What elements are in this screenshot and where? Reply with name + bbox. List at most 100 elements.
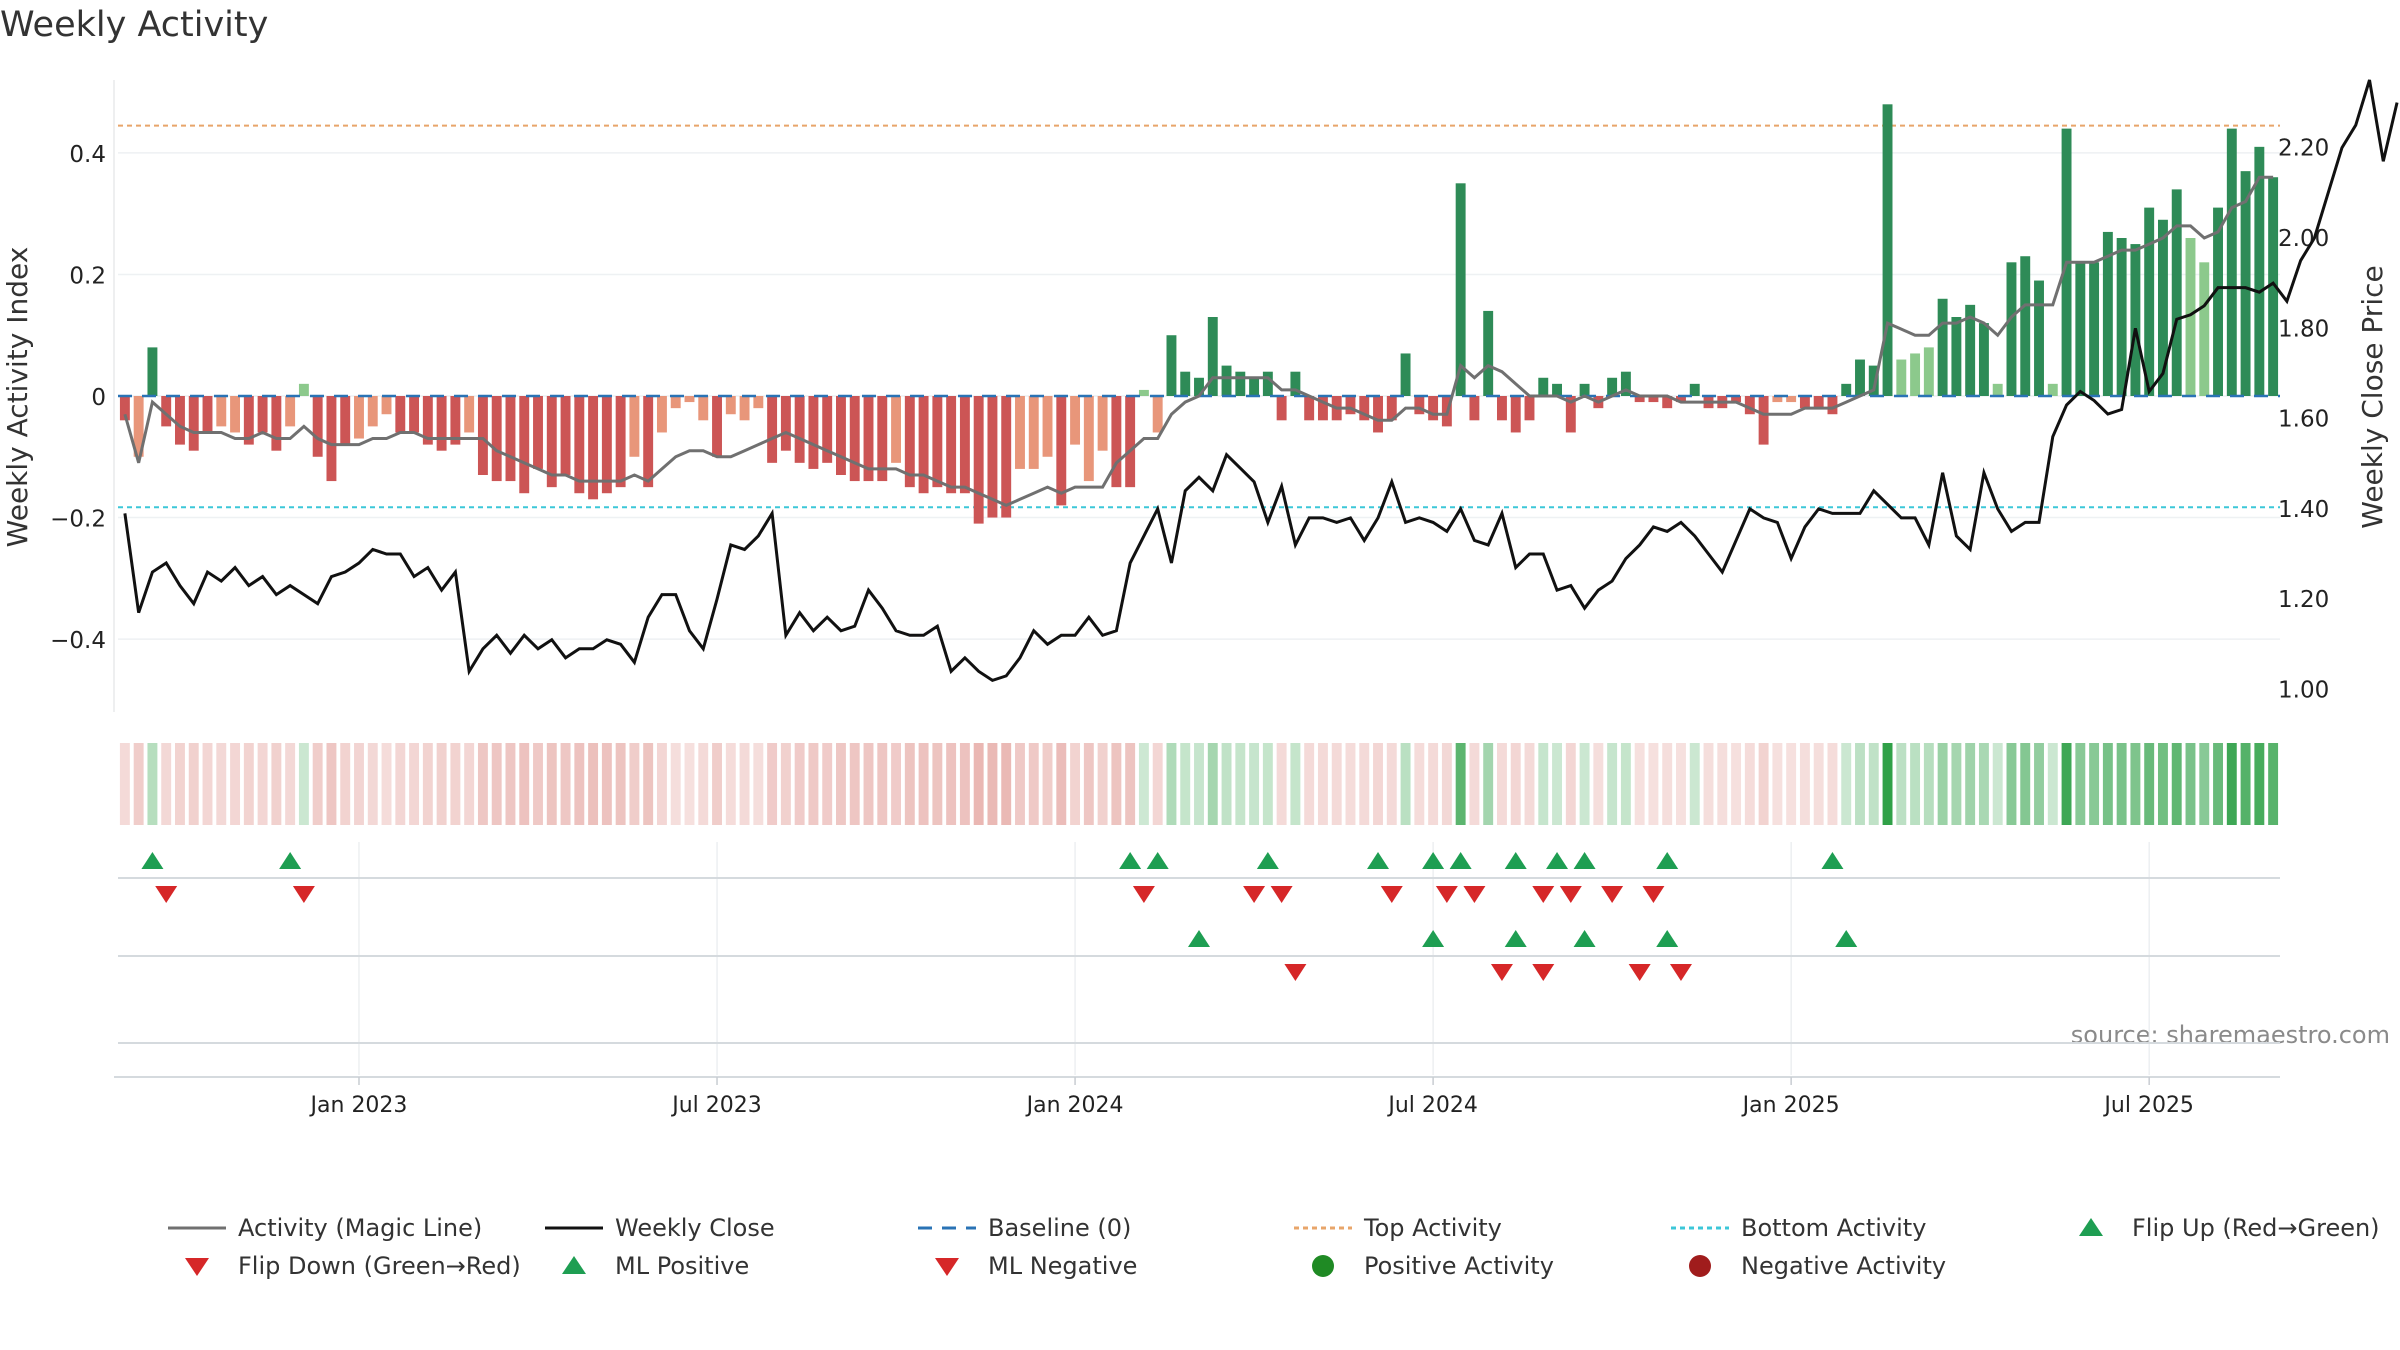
heat-cell bbox=[973, 743, 984, 825]
activity-bar bbox=[698, 396, 709, 421]
heat-cell bbox=[946, 743, 957, 825]
heat-cell bbox=[133, 743, 144, 825]
activity-bar bbox=[450, 396, 461, 445]
activity-bar bbox=[1758, 396, 1769, 445]
legend-item: ML Positive bbox=[562, 1252, 749, 1280]
activity-bar bbox=[1001, 396, 1012, 518]
legend-label: Bottom Activity bbox=[1741, 1214, 1926, 1242]
legend-swatch bbox=[1312, 1255, 1334, 1277]
ml-positive-marker bbox=[1504, 930, 1527, 947]
x-tick-label: Jul 2023 bbox=[670, 1093, 762, 1118]
activity-bar bbox=[1923, 347, 1934, 396]
activity-bar bbox=[1400, 353, 1411, 396]
activity-bar bbox=[1965, 304, 1976, 396]
heat-cell bbox=[381, 743, 392, 825]
heat-cell bbox=[1042, 743, 1053, 825]
heat-cell bbox=[1331, 743, 1342, 825]
heat-cell bbox=[188, 743, 199, 825]
heat-cell bbox=[1813, 743, 1824, 825]
heat-cell bbox=[712, 743, 722, 825]
heat-cell bbox=[2020, 743, 2031, 825]
legend-label: ML Positive bbox=[615, 1252, 749, 1280]
heat-cell bbox=[1221, 743, 1232, 825]
activity-bar bbox=[477, 396, 488, 475]
activity-bar bbox=[519, 396, 530, 494]
heat-cell bbox=[119, 743, 130, 825]
activity-bar bbox=[560, 396, 571, 475]
heat-cell bbox=[2034, 743, 2044, 825]
y2-tick-label: 2.00 bbox=[2278, 226, 2329, 252]
heat-cell bbox=[1510, 743, 1521, 825]
activity-bar bbox=[1607, 377, 1618, 396]
activity-bar bbox=[188, 396, 199, 451]
legend-label: Weekly Close bbox=[615, 1214, 775, 1242]
heat-cell bbox=[808, 743, 819, 825]
activity-bar bbox=[1896, 359, 1907, 396]
y2-tick-label: 1.00 bbox=[2278, 677, 2329, 703]
heat-cell bbox=[1428, 743, 1439, 825]
heat-cell bbox=[395, 743, 406, 825]
activity-bar bbox=[1538, 377, 1549, 396]
heat-cell bbox=[2213, 743, 2223, 825]
heat-cell bbox=[409, 743, 420, 825]
activity-bar bbox=[808, 396, 819, 469]
flip-up-marker bbox=[1146, 852, 1169, 869]
activity-bar bbox=[712, 396, 722, 457]
heat-cell bbox=[684, 743, 695, 825]
heat-cell bbox=[202, 743, 213, 825]
flip-up-marker bbox=[1449, 852, 1472, 869]
flip-up-marker bbox=[1546, 852, 1569, 869]
activity-bar bbox=[863, 396, 874, 482]
flip-down-marker bbox=[155, 886, 178, 903]
legend-label: Flip Down (Green→Red) bbox=[238, 1252, 521, 1280]
heat-cell bbox=[739, 743, 750, 825]
heat-cell bbox=[1882, 743, 1893, 825]
heat-cell bbox=[2047, 743, 2058, 825]
source-label: source: sharemaestro.com bbox=[2071, 1021, 2390, 1049]
flip-down-marker bbox=[1601, 886, 1624, 903]
heat-cell bbox=[1194, 743, 1204, 825]
activity-bar bbox=[753, 396, 764, 409]
activity-bar bbox=[2034, 280, 2044, 396]
activity-bar bbox=[491, 396, 502, 482]
activity-bar bbox=[2254, 146, 2265, 396]
flip-up-marker bbox=[1821, 852, 1844, 869]
activity-bar bbox=[2268, 177, 2279, 396]
heat-cell bbox=[546, 743, 557, 825]
heat-cell bbox=[643, 743, 654, 825]
activity-bar bbox=[326, 396, 337, 482]
activity-bar bbox=[615, 396, 626, 488]
x-tick-label: Jan 2023 bbox=[309, 1093, 408, 1118]
y-tick-label: 0.4 bbox=[69, 142, 106, 168]
heat-cell bbox=[1676, 743, 1686, 825]
activity-bar bbox=[2047, 383, 2058, 396]
heat-cell bbox=[2254, 743, 2265, 825]
activity-bar bbox=[1042, 396, 1053, 457]
ml-negative-marker bbox=[1532, 964, 1555, 981]
heat-cell bbox=[1441, 743, 1452, 825]
legend-swatch bbox=[935, 1258, 959, 1276]
activity-bar bbox=[409, 396, 420, 433]
heat-cell bbox=[1345, 743, 1356, 825]
y-tick-label: 0 bbox=[91, 385, 106, 411]
heat-cell bbox=[1855, 743, 1865, 825]
activity-bar bbox=[739, 396, 750, 421]
heat-cell bbox=[987, 743, 998, 825]
heat-cell bbox=[601, 743, 612, 825]
legend-swatch bbox=[1689, 1255, 1711, 1277]
legend-item: Activity (Magic Line) bbox=[168, 1214, 482, 1242]
heat-cell bbox=[1001, 743, 1012, 825]
legend-label: Top Activity bbox=[1363, 1214, 1502, 1242]
heat-cell bbox=[2240, 743, 2251, 825]
activity-bar bbox=[1166, 335, 1177, 396]
activity-bar bbox=[2185, 238, 2196, 396]
heat-cell bbox=[1827, 743, 1838, 825]
heat-cell bbox=[1552, 743, 1562, 825]
activity-bar bbox=[257, 396, 268, 433]
activity-bar bbox=[1455, 183, 1466, 396]
activity-bar bbox=[2006, 262, 2017, 396]
flip-up-marker bbox=[1256, 852, 1279, 869]
heat-cell bbox=[2075, 743, 2086, 825]
chart-title: Weekly Activity bbox=[0, 5, 268, 45]
